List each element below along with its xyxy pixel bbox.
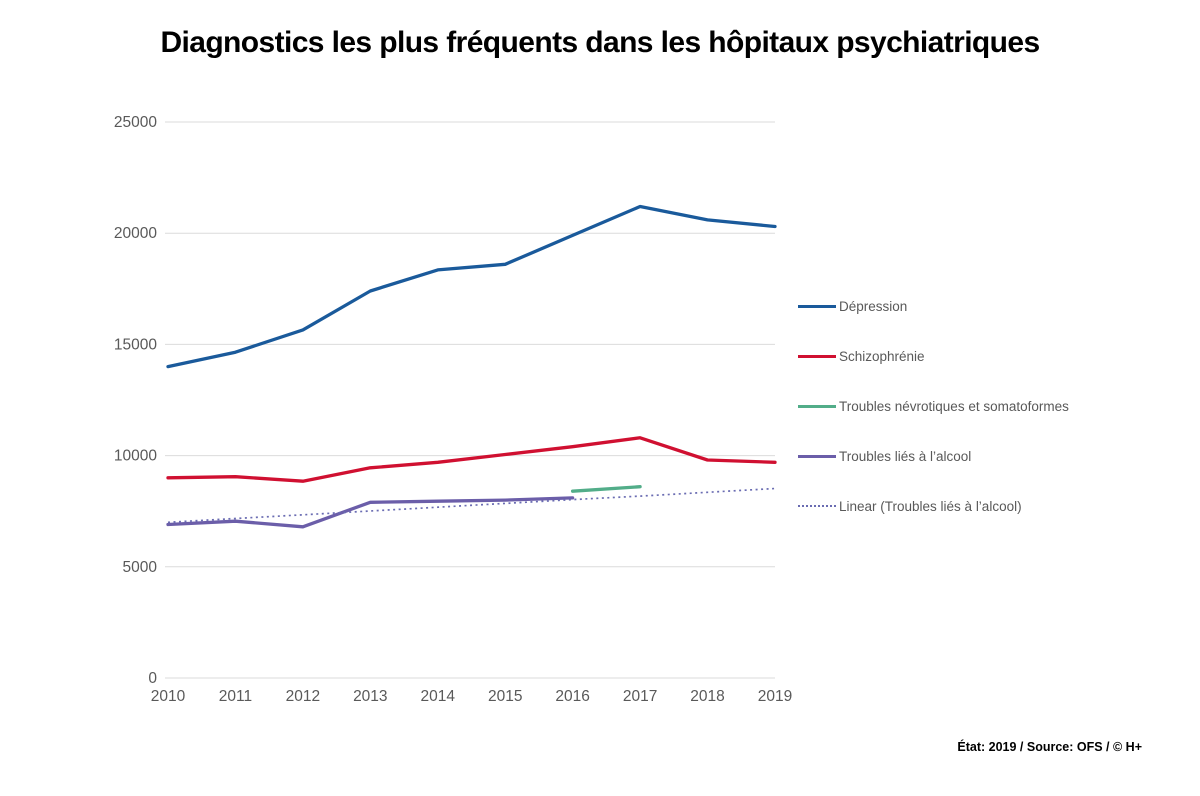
y-axis-tick-label: 5000 — [123, 559, 158, 576]
legend-label: Troubles névrotiques et somatoformes — [839, 398, 1069, 414]
x-axis-tick-label: 2013 — [353, 688, 387, 705]
x-axis-tick-label: 2014 — [421, 688, 456, 705]
legend-label: Schizophrénie — [839, 348, 925, 364]
x-axis-tick-label: 2012 — [286, 688, 320, 705]
x-axis-tick-label: 2011 — [219, 688, 252, 705]
y-axis-tick-label: 25000 — [114, 114, 157, 131]
y-axis-tick-label: 0 — [148, 670, 157, 687]
x-axis-tick-label: 2019 — [758, 688, 792, 705]
y-axis-tick-label: 20000 — [114, 225, 157, 242]
legend-swatch-icon — [798, 304, 836, 308]
series-line-1 — [166, 436, 777, 483]
legend-item: Troubles liés à l’alcool — [798, 447, 1069, 465]
x-axis-tick-label: 2018 — [690, 688, 724, 705]
legend: Dépression Schizophrénie Troubles névrotiq… — [798, 297, 1069, 515]
series-line-2 — [570, 485, 642, 493]
legend-item: Schizophrénie — [798, 347, 1069, 365]
x-axis-tick-label: 2016 — [555, 688, 589, 705]
series-line-4 — [167, 487, 776, 524]
source-note: État: 2019 / Source: OFS / © H+ — [957, 740, 1142, 754]
legend-item: Linear (Troubles liés à l’alcool) — [798, 497, 1069, 515]
legend-label: Linear (Troubles liés à l’alcool) — [839, 498, 1022, 514]
legend-item: Troubles névrotiques et somatoformes — [798, 397, 1069, 415]
series-line-0 — [166, 204, 777, 369]
series-line-3 — [166, 496, 575, 529]
page-title: Diagnostics les plus fréquents dans les … — [160, 26, 1040, 59]
x-axis-tick-label: 2010 — [151, 688, 186, 705]
legend-label: Dépression — [839, 298, 908, 314]
legend-swatch-icon — [798, 354, 836, 358]
legend-label: Troubles liés à l’alcool — [839, 448, 972, 464]
y-axis-tick-label: 15000 — [114, 336, 157, 353]
legend-swatch-icon — [798, 505, 836, 507]
legend-swatch-icon — [798, 404, 836, 408]
x-axis-tick-label: 2015 — [488, 688, 522, 705]
legend-swatch-icon — [798, 454, 836, 458]
y-axis-tick-label: 10000 — [114, 448, 157, 465]
legend-item: Dépression — [798, 297, 1069, 315]
x-axis-tick-label: 2017 — [623, 688, 657, 705]
